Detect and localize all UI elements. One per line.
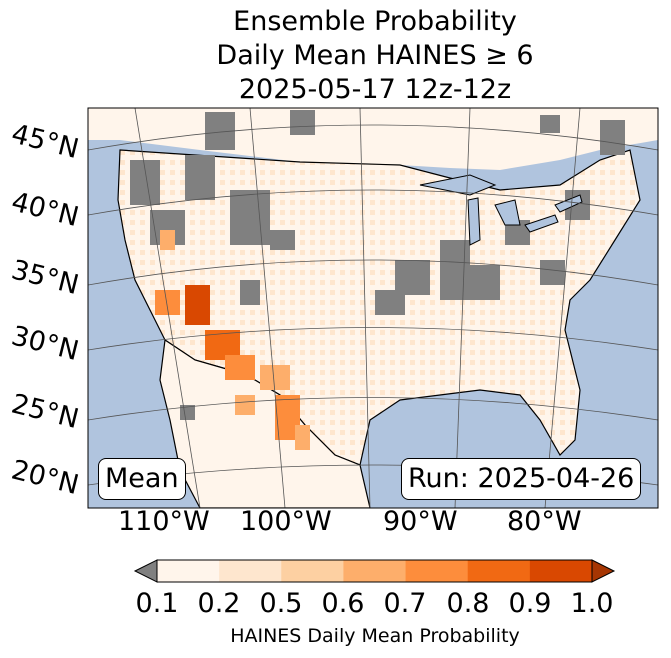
colorbar-tick-4: 0.7 xyxy=(383,588,427,619)
colorbar-cells xyxy=(157,560,593,582)
lon-label-110: 110°W xyxy=(118,506,210,537)
colorbar-frame xyxy=(156,559,593,583)
colorbar-cell xyxy=(219,560,282,582)
run-date-box: Run: 2025-04-26 xyxy=(401,458,642,500)
colorbar-tick-3: 0.6 xyxy=(321,588,365,619)
colorbar-cell xyxy=(281,560,344,582)
mean-label-box: Mean xyxy=(98,458,186,500)
map-area xyxy=(88,108,658,508)
colorbar-tick-1: 0.2 xyxy=(197,588,241,619)
colorbar-tick-5: 0.8 xyxy=(446,588,490,619)
colorbar-cell xyxy=(405,560,469,582)
graticule xyxy=(88,108,658,508)
great-lakes xyxy=(419,174,583,246)
map-frame xyxy=(87,107,659,509)
colorbar xyxy=(133,559,616,583)
colorbar-cell xyxy=(343,560,407,582)
colorbar-tick-2: 0.5 xyxy=(259,588,303,619)
lon-label-80: 80°W xyxy=(507,506,582,537)
colorbar-cell xyxy=(467,560,531,582)
colorbar-tick-6: 0.9 xyxy=(508,588,552,619)
lon-label-100: 100°W xyxy=(240,506,332,537)
missing-data xyxy=(130,110,625,420)
colorbar-cell xyxy=(157,560,220,582)
lon-label-90: 90°W xyxy=(383,506,458,537)
colorbar-tick-0: 0.1 xyxy=(135,588,179,619)
colorbar-tick-7: 1.0 xyxy=(570,588,614,619)
title-line-1: Ensemble Probability xyxy=(233,6,517,37)
colorbar-under-triangle xyxy=(133,559,158,583)
colorbar-cell xyxy=(529,560,593,582)
colorbar-label: HAINES Daily Mean Probability xyxy=(230,625,520,647)
title-line-2: Daily Mean HAINES ≥ 6 xyxy=(216,40,534,71)
title-line-3: 2025-05-17 12z-12z xyxy=(238,74,512,105)
colorbar-over-triangle xyxy=(591,559,616,583)
